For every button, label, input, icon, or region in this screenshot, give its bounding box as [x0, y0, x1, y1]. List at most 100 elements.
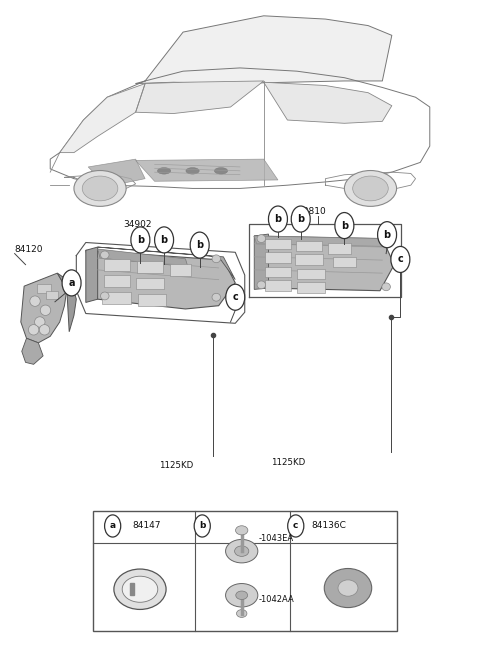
Polygon shape [254, 236, 394, 290]
Ellipse shape [226, 539, 258, 563]
Ellipse shape [344, 171, 396, 206]
Polygon shape [264, 82, 392, 124]
Circle shape [62, 270, 81, 296]
Text: -1042AA: -1042AA [258, 595, 294, 604]
Circle shape [190, 232, 209, 258]
Ellipse shape [114, 569, 166, 610]
Circle shape [291, 206, 310, 232]
Bar [328, 243, 351, 254]
Ellipse shape [35, 317, 45, 327]
Text: b: b [297, 214, 304, 224]
Ellipse shape [226, 583, 258, 607]
Polygon shape [21, 273, 67, 343]
Bar [265, 281, 291, 290]
Text: b: b [384, 230, 391, 240]
Polygon shape [86, 250, 235, 309]
Polygon shape [88, 159, 145, 187]
Bar [296, 240, 322, 251]
Circle shape [378, 221, 396, 248]
Bar [170, 264, 192, 276]
Text: b: b [275, 214, 281, 224]
Polygon shape [22, 338, 43, 365]
Text: b: b [196, 240, 203, 250]
Text: 84120: 84120 [14, 244, 43, 254]
Ellipse shape [186, 168, 199, 174]
Polygon shape [97, 249, 188, 267]
Ellipse shape [122, 576, 158, 602]
Ellipse shape [39, 325, 50, 335]
Bar [295, 254, 323, 265]
Text: 1125KD: 1125KD [159, 461, 193, 470]
Ellipse shape [28, 325, 39, 335]
Bar [93, 511, 396, 631]
Polygon shape [86, 247, 97, 302]
Ellipse shape [40, 305, 51, 315]
Circle shape [391, 246, 410, 273]
Bar [333, 257, 356, 267]
Ellipse shape [382, 237, 390, 245]
Bar [297, 269, 325, 279]
Text: a: a [68, 278, 75, 288]
Text: -1043EA: -1043EA [258, 533, 294, 543]
Text: 84147: 84147 [132, 522, 161, 530]
Ellipse shape [236, 591, 248, 599]
Ellipse shape [257, 235, 265, 242]
Circle shape [288, 515, 304, 537]
Polygon shape [254, 234, 268, 290]
Ellipse shape [82, 176, 118, 201]
Polygon shape [136, 16, 392, 83]
Polygon shape [57, 273, 76, 332]
Bar [37, 284, 51, 292]
Polygon shape [136, 159, 278, 181]
Text: 1125KD: 1125KD [271, 457, 305, 466]
Circle shape [131, 227, 150, 253]
Ellipse shape [237, 610, 247, 618]
Bar [102, 292, 131, 304]
Bar [137, 261, 163, 273]
Bar [265, 238, 291, 249]
Circle shape [226, 284, 245, 310]
Ellipse shape [100, 292, 109, 300]
Ellipse shape [235, 546, 249, 556]
Bar [104, 275, 130, 287]
Circle shape [335, 213, 354, 238]
Text: b: b [160, 235, 168, 245]
Text: 84136C: 84136C [312, 522, 347, 530]
Bar [47, 291, 58, 299]
Bar [265, 267, 291, 277]
Ellipse shape [257, 281, 265, 289]
Bar [138, 294, 167, 306]
Ellipse shape [74, 171, 126, 206]
Ellipse shape [215, 168, 228, 174]
Polygon shape [254, 236, 384, 246]
Bar [265, 252, 291, 263]
Bar [297, 283, 325, 292]
Ellipse shape [338, 580, 358, 596]
Ellipse shape [30, 296, 40, 306]
Text: 34902: 34902 [124, 220, 152, 229]
Ellipse shape [157, 168, 171, 174]
Circle shape [155, 227, 174, 253]
Circle shape [194, 515, 210, 537]
Circle shape [105, 515, 121, 537]
Polygon shape [97, 247, 235, 280]
Text: b: b [341, 221, 348, 231]
Text: c: c [232, 292, 238, 302]
Polygon shape [60, 83, 145, 152]
Text: b: b [137, 235, 144, 245]
Text: a: a [109, 522, 116, 530]
Text: 38810: 38810 [297, 207, 326, 215]
Ellipse shape [324, 568, 372, 608]
Text: c: c [293, 522, 299, 530]
Bar [104, 259, 130, 271]
Ellipse shape [212, 255, 220, 263]
Text: c: c [397, 254, 403, 265]
Bar [136, 278, 164, 290]
FancyArrow shape [130, 583, 134, 595]
Ellipse shape [382, 283, 390, 290]
Text: b: b [199, 522, 205, 530]
Ellipse shape [236, 526, 248, 535]
Circle shape [268, 206, 288, 232]
Ellipse shape [212, 293, 220, 301]
Ellipse shape [353, 176, 388, 201]
